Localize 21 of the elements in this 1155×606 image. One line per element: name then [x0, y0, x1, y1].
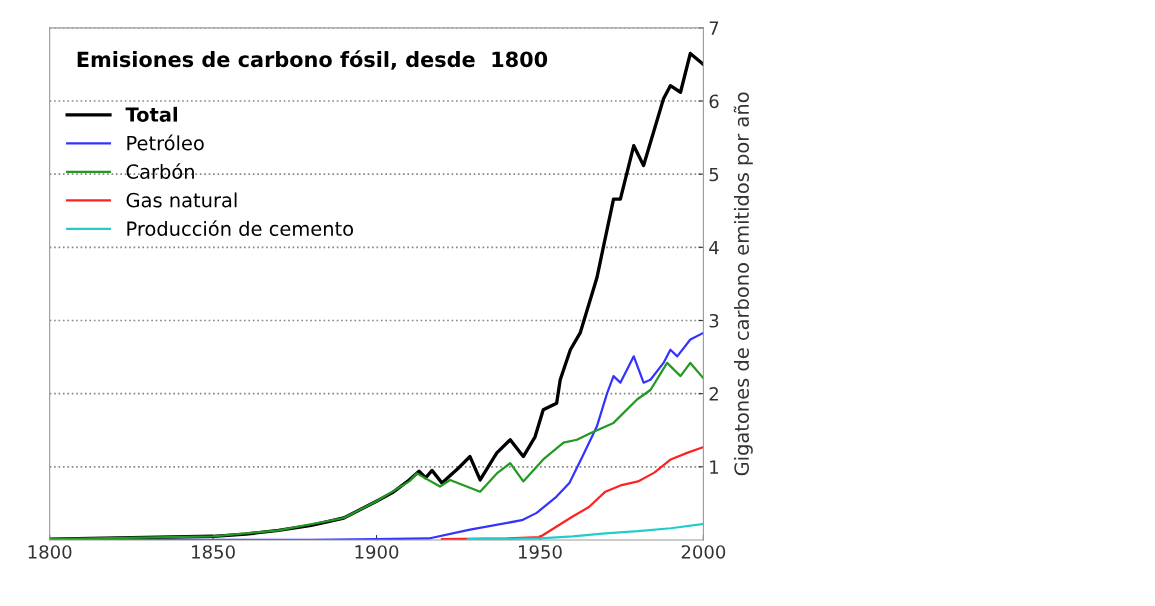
x-tick-label: 1800	[28, 545, 72, 559]
legend-label: Gas natural	[126, 192, 237, 208]
text: Emisiones de carbono fósil, desde 1800	[77, 50, 548, 70]
legend-label: Carbón	[126, 163, 194, 179]
y-axis-title: Gigatones de carbono emitidos por año	[733, 92, 753, 476]
x-tick-label: 1850	[192, 545, 235, 559]
y-tick-label: 6	[709, 94, 719, 109]
y-tick-label: 5	[709, 167, 719, 182]
legend-label: Producción de cemento	[127, 220, 354, 237]
y-tick-label: 1	[710, 460, 719, 474]
line-series	[466, 522, 704, 540]
y-tick-label: 2	[709, 387, 718, 401]
y-tick-label: 7	[709, 21, 719, 35]
line-series	[440, 445, 704, 540]
x-tick-label: 2000	[681, 545, 726, 559]
legend-label: Total	[125, 106, 177, 122]
x-tick-label: 1900	[355, 545, 399, 559]
x-tick-label: 1950	[518, 545, 562, 559]
y-tick-label: 4	[709, 241, 719, 255]
legend-label: Petróleo	[127, 134, 204, 151]
y-tick-label: 3	[709, 313, 719, 328]
